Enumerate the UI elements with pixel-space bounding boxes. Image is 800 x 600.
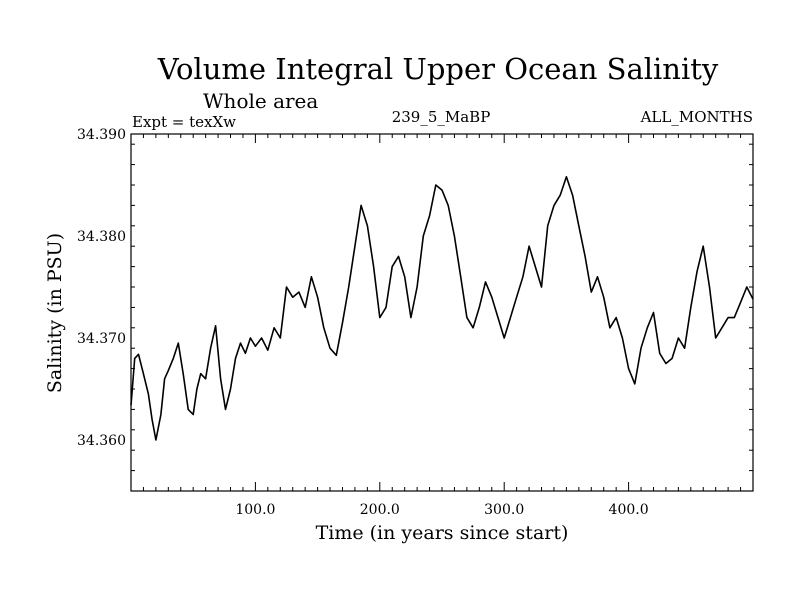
chart-subtitle: Whole area: [203, 89, 318, 113]
x-tick-label: 100.0: [235, 502, 275, 518]
x-axis-label: Time (in years since start): [316, 522, 569, 544]
y-tick-label: 34.370: [77, 331, 126, 347]
experiment-label: Expt = texXw: [132, 113, 236, 131]
y-tick-label: 34.380: [77, 229, 126, 245]
salinity-series-line: [130, 176, 754, 441]
x-tick-label: 300.0: [484, 502, 524, 518]
x-tick-label: 200.0: [360, 502, 400, 518]
chart-title: Volume Integral Upper Ocean Salinity: [157, 52, 719, 86]
y-axis: 34.360 34.370 34.380 34.390: [77, 127, 753, 472]
x-axis: 100.0 200.0 300.0 400.0: [142, 134, 742, 518]
plot-frame: [130, 133, 754, 492]
x-tick-label: 400.0: [609, 502, 649, 518]
run-label: 239_5_MaBP: [392, 108, 491, 126]
months-label: ALL_MONTHS: [640, 108, 753, 126]
y-axis-label: Salinity (in PSU): [44, 233, 66, 393]
y-tick-label: 34.390: [77, 127, 126, 143]
y-tick-label: 34.360: [77, 433, 126, 449]
